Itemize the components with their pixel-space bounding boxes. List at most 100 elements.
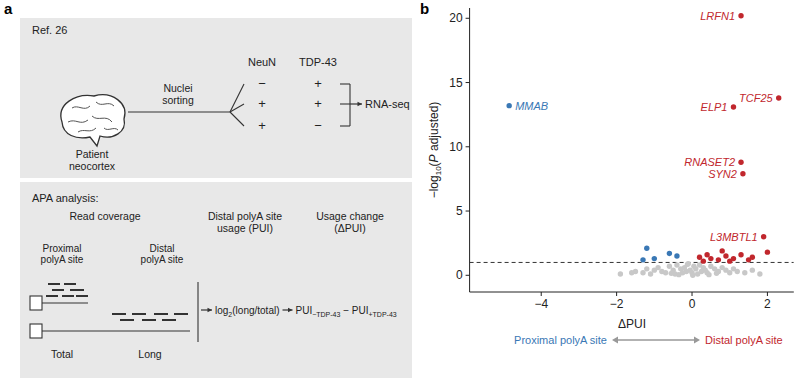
point <box>701 258 706 263</box>
bracket-line <box>349 84 350 126</box>
formula-text: log <box>215 305 228 316</box>
y-axis-label: −log10(P adjusted) <box>427 102 443 199</box>
marker-sign: + <box>258 118 266 133</box>
step-header: Distal polyA site <box>208 210 282 222</box>
point <box>667 251 672 256</box>
read <box>52 289 64 291</box>
point <box>740 171 745 176</box>
read <box>162 319 176 321</box>
y-tick-label: 10 <box>449 140 463 154</box>
point <box>714 271 719 276</box>
site-label: Proximal <box>43 243 82 254</box>
panel-label: a <box>4 0 13 17</box>
gene-label: TCF25 <box>739 92 774 104</box>
exon <box>30 324 42 338</box>
x-tick-label: −4 <box>534 297 548 311</box>
point <box>640 270 645 275</box>
brain-gyrus <box>104 128 118 130</box>
read <box>46 295 58 297</box>
marker-sign: − <box>314 118 322 133</box>
y-axis-label-part: −log <box>427 175 441 198</box>
point <box>761 234 766 239</box>
point <box>663 270 668 275</box>
point <box>693 266 698 271</box>
brain-icon <box>61 95 125 146</box>
x-axis <box>470 292 794 293</box>
formula-subscript: −TDP-43 <box>312 311 340 318</box>
arrow-head <box>612 337 618 344</box>
point <box>738 13 743 18</box>
point <box>644 266 649 271</box>
read <box>76 295 88 297</box>
site-label: polyA site <box>141 254 184 265</box>
bracket-line <box>197 282 198 342</box>
point <box>719 248 724 253</box>
y-tick <box>466 18 470 19</box>
point <box>757 271 762 276</box>
step-header: Usage change <box>316 210 384 222</box>
point <box>667 264 672 269</box>
step-label: sorting <box>162 94 194 106</box>
point <box>706 272 711 277</box>
arrow <box>201 308 212 312</box>
formula: PUI−TDP-43 − PUI+TDP-43 <box>296 305 397 318</box>
fork-line <box>230 84 244 112</box>
read <box>132 313 146 315</box>
read <box>142 319 156 321</box>
formula-text: PUI <box>296 305 313 316</box>
point <box>655 265 660 270</box>
y-tick-label: 20 <box>449 11 463 25</box>
point <box>750 255 755 260</box>
brain-gyrus <box>96 102 114 106</box>
marker-sign: + <box>258 96 266 111</box>
x-tick-label: −2 <box>610 297 624 311</box>
source-label: neocortex <box>69 160 116 172</box>
y-axis-label-part: P <box>427 154 441 162</box>
bracket-line <box>340 83 350 84</box>
output-label: RNA-seq <box>365 98 410 110</box>
read <box>64 283 76 285</box>
plot-area <box>470 13 794 278</box>
point-labels: MMABLRFN1TCF25ELP1RNASET2SYN2L3MBTL1 <box>515 10 773 243</box>
transcript <box>42 330 190 331</box>
arrow <box>283 308 293 312</box>
threshold-line <box>470 262 794 263</box>
point <box>727 270 732 275</box>
point <box>738 160 743 165</box>
formula: log2(long/total) <box>215 305 280 318</box>
panel-background <box>20 18 412 178</box>
point <box>633 269 638 274</box>
point <box>674 253 679 258</box>
gene-label: ELP1 <box>701 101 728 113</box>
gene-label: SYN2 <box>708 168 737 180</box>
site-label: Distal <box>149 243 174 254</box>
y-tick <box>466 275 470 276</box>
x-axis-label: ΔPUI <box>618 317 646 331</box>
arrow-head <box>207 308 212 312</box>
direction-label: Proximal polyA site <box>514 334 607 346</box>
formula-subscript: +TDP-43 <box>368 311 396 318</box>
point <box>697 255 702 260</box>
read <box>48 283 60 285</box>
brain-gyrus <box>92 116 112 122</box>
arrow-head <box>288 308 293 312</box>
point <box>640 257 645 262</box>
point <box>506 103 511 108</box>
fork-line <box>230 112 244 126</box>
marker-sign: − <box>258 76 266 91</box>
formula-operator: − <box>340 305 351 316</box>
formula-text: (long/total) <box>232 305 279 316</box>
point <box>708 256 713 261</box>
step-header: (ΔPUI) <box>334 222 366 234</box>
arrow-shaft <box>614 339 698 340</box>
x-tick <box>767 292 768 296</box>
point <box>738 252 743 257</box>
point <box>652 256 657 261</box>
gene-label: MMAB <box>515 100 548 112</box>
point <box>742 270 747 275</box>
point <box>735 269 740 274</box>
point <box>765 249 770 254</box>
transcript <box>42 302 88 303</box>
bracket-line <box>340 103 350 104</box>
point <box>704 252 709 257</box>
